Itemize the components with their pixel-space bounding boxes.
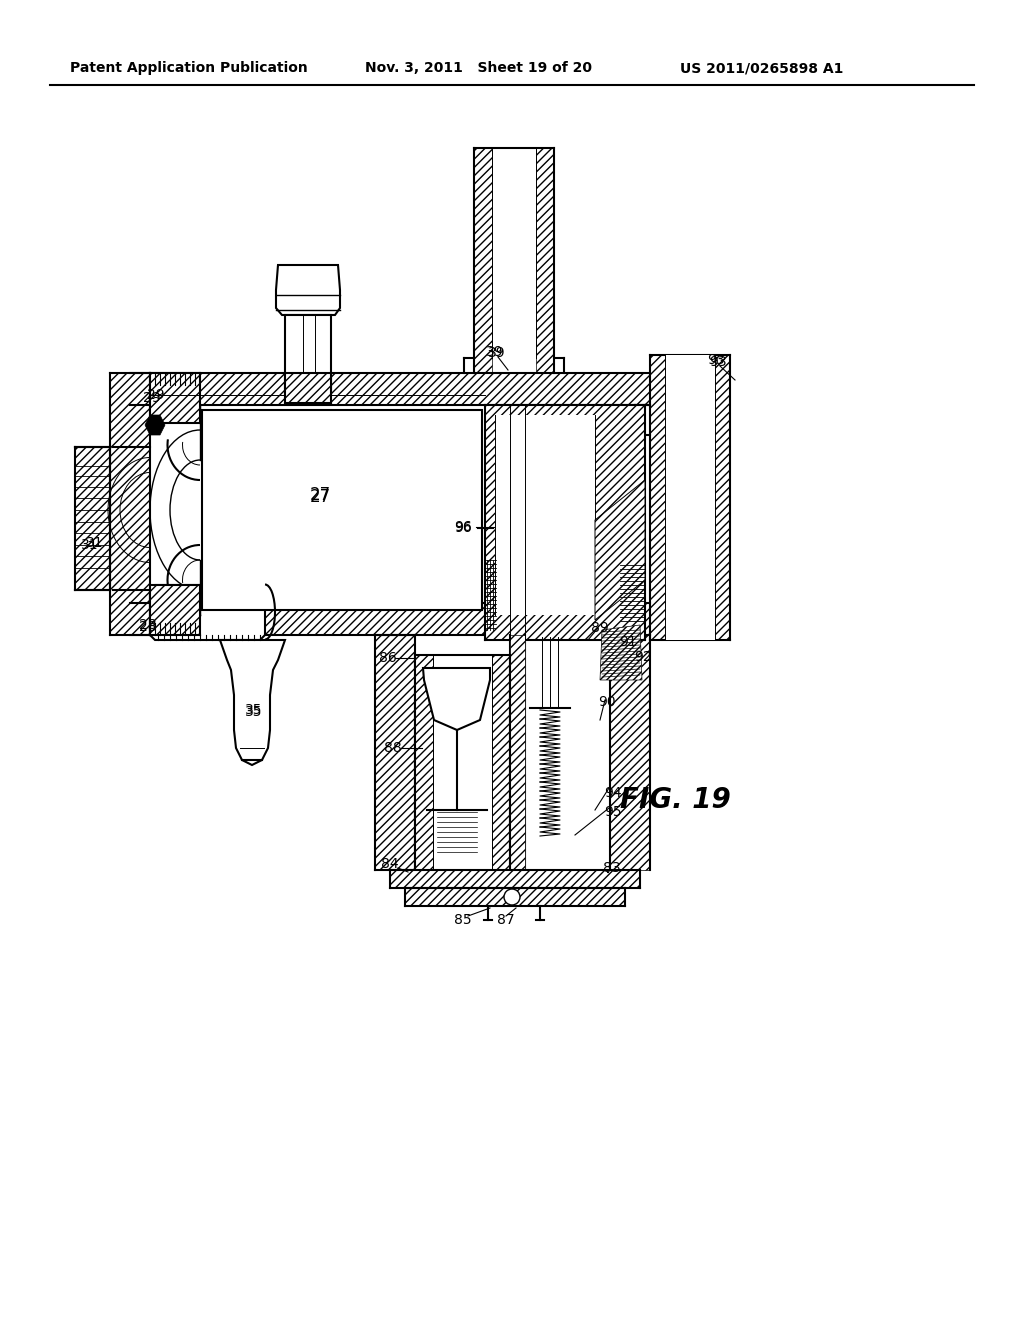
Text: 93: 93 xyxy=(708,352,725,367)
Text: 29: 29 xyxy=(143,391,161,405)
Bar xyxy=(406,888,625,906)
Text: 94: 94 xyxy=(604,785,622,800)
Text: 29: 29 xyxy=(147,388,165,403)
Text: 88: 88 xyxy=(384,741,401,755)
Bar xyxy=(285,374,331,403)
Bar xyxy=(285,315,331,395)
Bar xyxy=(130,603,650,635)
Text: 39: 39 xyxy=(488,346,506,360)
Bar xyxy=(610,635,650,870)
Text: 96: 96 xyxy=(454,521,472,535)
Bar xyxy=(375,635,415,870)
Bar xyxy=(202,411,482,610)
Polygon shape xyxy=(276,265,340,315)
Text: 83: 83 xyxy=(603,861,621,875)
Bar xyxy=(650,355,730,640)
Text: 87: 87 xyxy=(498,913,515,927)
Text: 85: 85 xyxy=(455,913,472,927)
Text: 96: 96 xyxy=(454,520,472,535)
Bar xyxy=(150,374,200,422)
Circle shape xyxy=(504,888,520,906)
Text: FIG. 19: FIG. 19 xyxy=(620,785,731,814)
Polygon shape xyxy=(423,668,490,730)
Text: 31: 31 xyxy=(86,536,103,550)
Text: 35: 35 xyxy=(246,704,263,717)
Text: 39: 39 xyxy=(486,345,504,359)
Bar xyxy=(474,148,492,374)
Text: 35: 35 xyxy=(246,705,263,719)
Bar xyxy=(110,374,150,635)
Text: 91: 91 xyxy=(620,635,637,649)
Bar xyxy=(510,635,525,870)
Text: 28: 28 xyxy=(139,620,157,634)
Polygon shape xyxy=(150,585,265,640)
Text: 92: 92 xyxy=(634,649,652,664)
Polygon shape xyxy=(600,624,642,680)
Text: Nov. 3, 2011   Sheet 19 of 20: Nov. 3, 2011 Sheet 19 of 20 xyxy=(365,61,592,75)
Bar xyxy=(495,414,595,615)
Text: Patent Application Publication: Patent Application Publication xyxy=(70,61,308,75)
Text: 93: 93 xyxy=(710,355,727,370)
Bar xyxy=(415,655,433,870)
Text: 27: 27 xyxy=(309,488,331,506)
Text: 84: 84 xyxy=(381,857,398,871)
Text: 31: 31 xyxy=(81,539,98,552)
Bar xyxy=(150,585,200,635)
Bar xyxy=(492,655,510,870)
Polygon shape xyxy=(220,640,285,766)
Text: 28: 28 xyxy=(139,618,157,632)
Text: 86: 86 xyxy=(379,651,397,665)
Polygon shape xyxy=(145,414,165,436)
Bar xyxy=(536,148,554,374)
Bar xyxy=(75,447,110,590)
Text: 27: 27 xyxy=(309,486,331,504)
Bar xyxy=(390,870,640,888)
Bar xyxy=(130,374,650,405)
Bar xyxy=(665,355,715,640)
Text: 90: 90 xyxy=(598,696,615,709)
Text: 95: 95 xyxy=(604,805,622,818)
Text: US 2011/0265898 A1: US 2011/0265898 A1 xyxy=(680,61,844,75)
Text: 89: 89 xyxy=(591,620,609,635)
Polygon shape xyxy=(595,480,645,620)
Bar xyxy=(485,405,645,640)
